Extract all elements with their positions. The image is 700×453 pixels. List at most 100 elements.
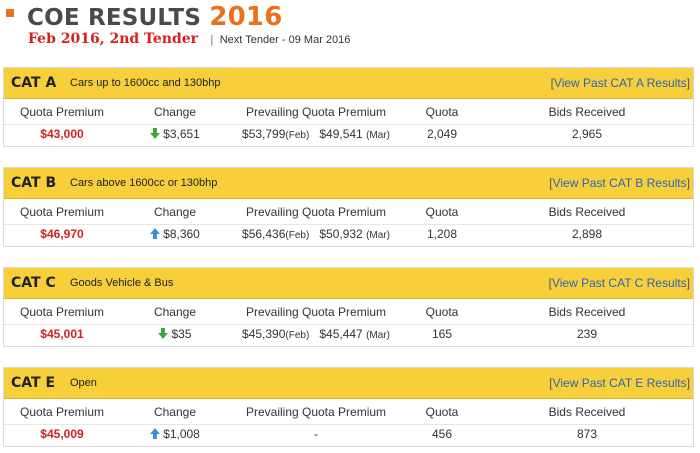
change-value: $35 [120,327,230,341]
change-value: $1,008 [120,427,230,441]
bracket-close: ] [686,276,690,290]
separator: | [210,33,214,46]
col-change: Change [153,205,197,219]
past-results-link-wrap: [View Past CAT B Results] [549,176,690,190]
view-past-results-link[interactable]: View Past CAT E Results [552,376,687,390]
value-row: $43,000 $3,651 $53,799(Feb) $49,541 (Mar… [4,123,693,146]
category-description: Open [70,377,97,389]
change-value: $3,651 [120,127,230,141]
category-header: CAT B Cars above 1600cc or 130bhp [View … [4,168,693,199]
prev-feb-label: (Feb) [285,230,310,241]
quota-value: 165 [431,327,453,341]
col-bids: Bids Received [548,105,626,119]
change-amount: $1,008 [163,427,200,441]
past-results-link-wrap: [View Past CAT E Results] [549,376,690,390]
col-quota: Quota [425,405,459,419]
arrow-down-icon [150,128,161,139]
category-name: CAT C [11,275,56,291]
prevailing-value: $56,436(Feb) $50,932 (Mar) [230,227,402,241]
category-name: CAT B [11,175,57,191]
col-bids: Bids Received [548,305,626,319]
title-year: 2016 [209,2,283,32]
col-change: Change [153,105,197,119]
column-header-row: Quota Premium Change Prevailing Quota Pr… [4,201,693,225]
change-value: $8,360 [120,227,230,241]
page-title: COE RESULTS 2016 [27,2,283,32]
prevailing-value: $53,799(Feb) $49,541 (Mar) [230,127,402,141]
category-description: Goods Vehicle & Bus [70,277,174,289]
prev-mar-label: (Mar) [366,130,390,141]
bracket-close: ] [686,376,690,390]
past-results-link-wrap: [View Past CAT A Results] [551,76,690,90]
quota-value: 2,049 [426,127,458,141]
prev-feb: $53,799 [242,127,286,141]
category-panel-cat-b: CAT B Cars above 1600cc or 130bhp [View … [3,167,694,247]
current-tender: Feb 2016, 2nd Tender [28,31,199,47]
quota-premium-value: $43,000 [40,127,84,141]
title-bullet-icon [6,9,14,17]
prev-mar-label: (Mar) [366,230,390,241]
quota-value: 1,208 [426,227,458,241]
bracket-open: [ [549,376,553,390]
column-header-row: Quota Premium Change Prevailing Quota Pr… [4,301,693,325]
change-amount: $3,651 [163,127,200,141]
prev-mar-label: (Mar) [366,330,390,341]
page-header: COE RESULTS 2016 Feb 2016, 2nd Tender | Ne… [0,0,700,64]
bracket-open: [ [549,176,553,190]
tender-info: Feb 2016, 2nd Tender | Next Tender - 09 Ma… [28,31,350,47]
arrow-up-icon [150,428,161,439]
value-row: $45,001 $35 $45,390(Feb) $45,447 (Mar) 1… [4,323,693,346]
bracket-open: [ [550,76,554,90]
prev-feb-label: (Feb) [285,330,310,341]
prev-feb-label: (Feb) [285,130,310,141]
next-tender: Next Tender - 09 Mar 2016 [219,34,351,46]
col-quota-premium: Quota Premium [19,205,105,219]
bracket-open: [ [548,276,552,290]
category-panel-cat-c: CAT C Goods Vehicle & Bus [View Past CAT… [3,267,694,347]
title-text: COE RESULTS [27,5,202,31]
prev-mar: $45,447 [319,327,363,341]
col-prevailing: Prevailing Quota Premium [245,405,387,419]
bids-value: 239 [576,327,598,341]
arrow-down-icon [158,328,169,339]
prevailing-value: $45,390(Feb) $45,447 (Mar) [230,327,402,341]
prev-mar: $49,541 [319,127,363,141]
quota-value: 456 [431,427,453,441]
category-description: Cars up to 1600cc and 130bhp [70,77,221,89]
prevailing-value: - [314,427,318,441]
quota-premium-value: $45,001 [40,327,84,341]
bracket-close: ] [686,76,690,90]
column-header-row: Quota Premium Change Prevailing Quota Pr… [4,401,693,425]
category-name: CAT E [11,375,56,391]
past-results-link-wrap: [View Past CAT C Results] [549,276,690,290]
col-quota: Quota [425,205,459,219]
bids-value: 873 [576,427,598,441]
bids-value: 2,965 [571,127,603,141]
col-bids: Bids Received [548,405,626,419]
col-quota: Quota [425,305,459,319]
category-name: CAT A [11,75,57,91]
category-panel-cat-e: CAT E Open [View Past CAT E Results] Quo… [3,367,694,447]
col-prevailing: Prevailing Quota Premium [245,205,387,219]
col-bids: Bids Received [548,205,626,219]
col-quota-premium: Quota Premium [19,105,105,119]
arrow-up-icon [150,228,161,239]
change-amount: $35 [171,327,192,341]
column-header-row: Quota Premium Change Prevailing Quota Pr… [4,101,693,125]
view-past-results-link[interactable]: View Past CAT B Results [552,176,687,190]
col-quota: Quota [425,105,459,119]
col-quota-premium: Quota Premium [19,405,105,419]
prev-feb: $45,390 [242,327,286,341]
quota-premium-value: $45,009 [40,427,84,441]
change-amount: $8,360 [163,227,200,241]
bids-value: 2,898 [571,227,603,241]
category-header: CAT E Open [View Past CAT E Results] [4,368,693,399]
category-panel-cat-a: CAT A Cars up to 1600cc and 130bhp [View… [3,67,694,147]
prev-mar: $50,932 [319,227,363,241]
col-prevailing: Prevailing Quota Premium [245,305,387,319]
view-past-results-link[interactable]: View Past CAT A Results [553,76,687,90]
value-row: $46,970 $8,360 $56,436(Feb) $50,932 (Mar… [4,223,693,246]
view-past-results-link[interactable]: View Past CAT C Results [551,276,687,290]
category-header: CAT A Cars up to 1600cc and 130bhp [View… [4,68,693,99]
prev-feb: $56,436 [242,227,286,241]
